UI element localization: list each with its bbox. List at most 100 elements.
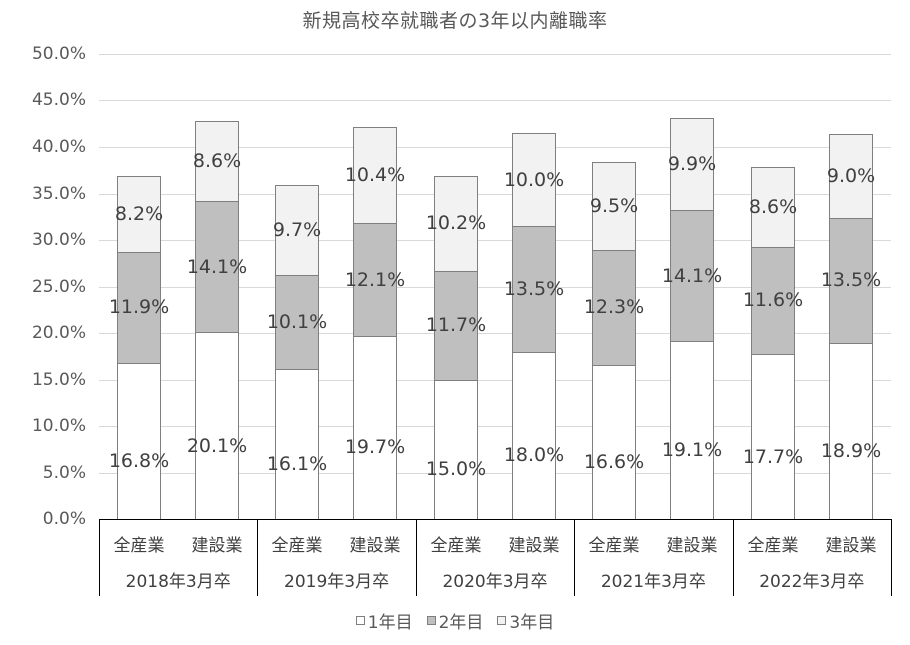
bar-segment-1年目 <box>195 332 239 520</box>
data-label: 12.1% <box>344 269 406 291</box>
category-label: 建設業 <box>508 536 560 556</box>
legend-label: 2年目 <box>438 613 484 633</box>
data-label: 9.0% <box>826 165 876 187</box>
category-label: 建設業 <box>191 536 243 556</box>
legend-item: 3年目 <box>497 608 554 633</box>
group-separator <box>891 519 892 596</box>
group-label: 2020年3月卒 <box>442 572 548 592</box>
bar-segment-1年目 <box>117 363 161 520</box>
bar-segment-1年目 <box>275 369 319 520</box>
bar-segment-3年目 <box>275 185 319 276</box>
data-label: 11.6% <box>742 289 804 311</box>
data-label: 20.1% <box>186 435 248 457</box>
legend-item: 1年目 <box>355 608 413 633</box>
gridline <box>99 287 891 288</box>
group-separator <box>733 519 734 596</box>
bar-segment-2年目 <box>592 250 636 366</box>
legend-swatch-icon <box>426 616 436 625</box>
category-label: 全産業 <box>588 536 640 556</box>
data-label: 10.1% <box>266 311 328 333</box>
data-label: 10.0% <box>503 169 565 191</box>
bar-segment-1年目 <box>592 365 636 520</box>
bar-segment-1年目 <box>353 336 397 520</box>
y-tick-label: 10.0% <box>31 416 86 436</box>
y-tick-label: 20.0% <box>31 323 86 343</box>
data-label: 17.7% <box>742 446 804 468</box>
bar-segment-2年目 <box>829 218 873 344</box>
gridline <box>99 100 891 101</box>
legend-item: 2年目 <box>426 608 484 633</box>
data-label: 15.0% <box>425 458 487 480</box>
bar-segment-1年目 <box>751 354 795 520</box>
y-tick-label: 35.0% <box>31 184 86 204</box>
data-label: 9.9% <box>667 153 717 175</box>
data-label: 10.2% <box>425 212 487 234</box>
data-label: 14.1% <box>186 256 248 278</box>
bar-segment-3年目 <box>434 176 478 272</box>
category-label: 建設業 <box>825 536 877 556</box>
y-tick-label: 45.0% <box>31 90 86 110</box>
legend-swatch-icon <box>497 616 507 625</box>
bar-segment-3年目 <box>195 121 239 202</box>
category-label: 全産業 <box>113 536 165 556</box>
gridline <box>99 147 891 148</box>
bar-segment-3年目 <box>592 162 636 251</box>
y-tick-label: 5.0% <box>42 463 86 483</box>
y-tick-label: 30.0% <box>31 230 86 250</box>
group-separator <box>257 519 258 596</box>
bar-segment-1年目 <box>512 352 556 520</box>
gridline <box>99 240 891 241</box>
gridline <box>99 194 891 195</box>
data-label: 16.8% <box>108 450 170 472</box>
bar-segment-3年目 <box>117 176 161 253</box>
category-label: 建設業 <box>666 536 718 556</box>
bar-segment-3年目 <box>670 118 714 211</box>
gridline <box>99 54 891 55</box>
bar-segment-2年目 <box>434 271 478 381</box>
gridline <box>99 473 891 474</box>
group-separator <box>99 519 100 596</box>
data-label: 8.2% <box>114 203 164 225</box>
bar-segment-2年目 <box>195 201 239 333</box>
y-tick-label: 0.0% <box>42 509 86 529</box>
bar-segment-3年目 <box>829 134 873 219</box>
category-label: 建設業 <box>349 536 401 556</box>
data-label: 16.6% <box>583 451 645 473</box>
x-axis-line <box>99 519 892 520</box>
bar-segment-1年目 <box>829 343 873 520</box>
group-label: 2022年3月卒 <box>759 572 865 592</box>
data-label: 10.4% <box>344 164 406 186</box>
bar-segment-3年目 <box>512 133 556 227</box>
data-label: 18.0% <box>503 444 565 466</box>
data-label: 19.1% <box>661 439 723 461</box>
y-tick-label: 15.0% <box>31 370 86 390</box>
y-tick-label: 50.0% <box>31 44 86 64</box>
y-tick-label: 40.0% <box>31 137 86 157</box>
data-label: 9.7% <box>272 219 322 241</box>
legend-label: 1年目 <box>367 613 413 633</box>
y-tick-label: 25.0% <box>31 277 86 297</box>
data-label: 16.1% <box>266 453 328 475</box>
legend-label: 3年目 <box>509 613 555 633</box>
data-label: 9.5% <box>589 195 639 217</box>
gridline <box>99 426 891 427</box>
group-label: 2021年3月卒 <box>600 572 706 592</box>
data-label: 11.7% <box>425 314 487 336</box>
category-label: 全産業 <box>430 536 482 556</box>
gridline <box>99 380 891 381</box>
data-label: 13.5% <box>820 269 882 291</box>
data-label: 8.6% <box>748 196 798 218</box>
group-label: 2019年3月卒 <box>284 572 390 592</box>
data-label: 8.6% <box>192 150 242 172</box>
data-label: 14.1% <box>661 265 723 287</box>
data-label: 11.9% <box>108 296 170 318</box>
category-label: 全産業 <box>747 536 799 556</box>
gridline <box>99 333 891 334</box>
group-label: 2018年3月卒 <box>125 572 231 592</box>
group-separator <box>416 519 417 596</box>
data-label: 19.7% <box>344 436 406 458</box>
legend-swatch-icon <box>355 616 365 625</box>
bar-segment-2年目 <box>117 252 161 364</box>
bar-segment-1年目 <box>434 380 478 520</box>
